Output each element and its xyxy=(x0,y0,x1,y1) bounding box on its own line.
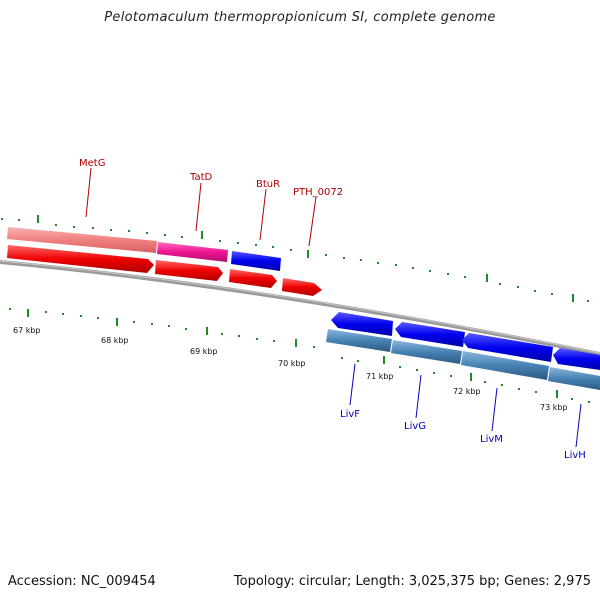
forward-cds-ring xyxy=(7,245,322,296)
tick-label-71: 71 kbp xyxy=(366,372,394,381)
forward-gene-labels: MetG TatD BtuR PTH_0072 xyxy=(79,158,343,198)
outer-tick-ring xyxy=(1,215,589,302)
metg-cog-bar[interactable] xyxy=(7,227,157,253)
gene-label-metg[interactable]: MetG xyxy=(79,158,105,169)
reverse-gene-labels: LivF LivG LivM LivH xyxy=(340,409,586,461)
pth0072-cds-arrow[interactable] xyxy=(282,278,322,296)
reverse-cog-ring xyxy=(326,329,600,390)
gene-label-livm[interactable]: LivM xyxy=(480,434,503,445)
gene-label-livf[interactable]: LivF xyxy=(340,409,360,420)
map-title: Pelotomaculum thermopropionicum SI, comp… xyxy=(104,10,496,25)
gene-label-livg[interactable]: LivG xyxy=(404,421,426,432)
btur-cog-bar[interactable] xyxy=(231,251,281,271)
livm-cog-bar[interactable] xyxy=(461,351,549,380)
livh-cds-arrow[interactable] xyxy=(553,348,600,370)
forward-label-leaders xyxy=(85,167,317,247)
topology-label: Topology: circular; Length: 3,025,375 bp… xyxy=(233,574,591,589)
livm-cds-arrow[interactable] xyxy=(462,333,553,362)
tick-label-70: 70 kbp xyxy=(278,359,306,368)
tatd-cog-bar[interactable] xyxy=(157,242,228,262)
gene-label-tatd[interactable]: TatD xyxy=(189,172,213,183)
gene-label-btur[interactable]: BtuR xyxy=(256,179,280,190)
accession-label: Accession: NC_009454 xyxy=(8,574,156,589)
forward-cog-ring xyxy=(7,227,281,271)
gene-label-livh[interactable]: LivH xyxy=(564,450,586,461)
livg-cds-arrow[interactable] xyxy=(395,322,465,347)
tick-label-72: 72 kbp xyxy=(453,387,481,396)
tatd-cds-arrow[interactable] xyxy=(155,260,223,281)
livf-cog-bar[interactable] xyxy=(326,329,392,352)
tick-labels: 67 kbp 68 kbp 69 kbp 70 kbp 71 kbp 72 kb… xyxy=(13,326,568,412)
reverse-cds-ring xyxy=(331,312,600,370)
tick-label-68: 68 kbp xyxy=(101,336,129,345)
btur-cds-arrow[interactable] xyxy=(229,269,277,288)
tick-label-69: 69 kbp xyxy=(190,347,218,356)
inner-tick-ring xyxy=(9,308,590,403)
gene-label-pth0072[interactable]: PTH_0072 xyxy=(293,187,343,198)
metg-cds-arrow[interactable] xyxy=(7,245,154,273)
livg-cog-bar[interactable] xyxy=(391,340,462,364)
reverse-label-leaders xyxy=(349,363,582,448)
livf-cds-arrow[interactable] xyxy=(331,312,393,336)
tick-label-67: 67 kbp xyxy=(13,326,41,335)
genome-backbone xyxy=(0,260,600,356)
livh-cog-bar[interactable] xyxy=(548,367,600,390)
tick-label-73: 73 kbp xyxy=(540,403,568,412)
